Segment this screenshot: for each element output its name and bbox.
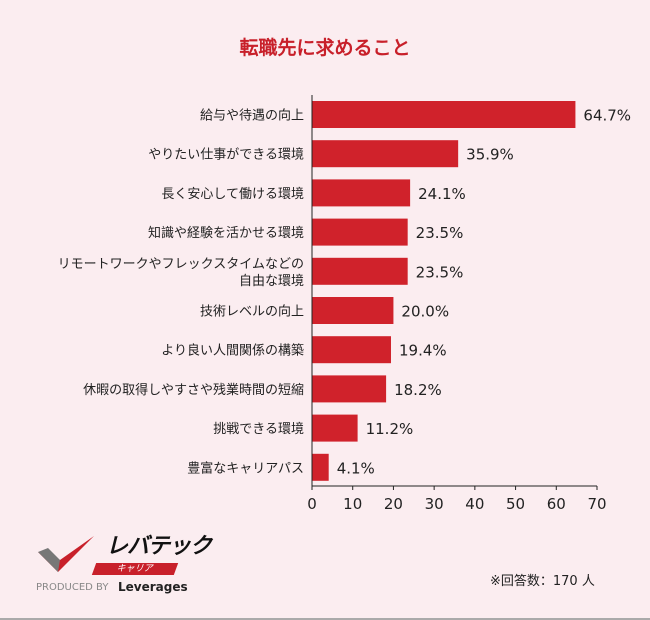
x-tick-label: 50 bbox=[506, 495, 525, 513]
category-label: 給与や待遇の向上 bbox=[200, 108, 304, 124]
category-label: やりたい仕事ができる環境 bbox=[148, 148, 304, 163]
data-label: 11.2% bbox=[366, 420, 414, 438]
data-label: 23.5% bbox=[416, 263, 464, 281]
category-label: 自由な環境 bbox=[239, 274, 304, 289]
brand-text: Leverages bbox=[118, 580, 188, 594]
x-tick-label: 20 bbox=[384, 495, 403, 513]
data-label: 4.1% bbox=[337, 459, 375, 477]
bar bbox=[312, 140, 459, 168]
bar bbox=[312, 101, 576, 128]
logo-sub: キャリア bbox=[91, 563, 179, 575]
bar bbox=[312, 179, 411, 207]
bar-chart: 64.7% 給与や待遇の向上 35.9% やりたい仕事ができる環境 24.1% 長く安心し… bbox=[58, 95, 631, 513]
x-tick-label: 60 bbox=[547, 495, 566, 513]
chart-title: 転職先に求めること bbox=[239, 37, 411, 59]
bar bbox=[312, 375, 387, 403]
levtech-career-logo: レバテック キャリア PRODUCED BY Leverages bbox=[36, 534, 212, 600]
data-label: 64.7% bbox=[583, 107, 631, 125]
x-tick-label: 40 bbox=[465, 495, 484, 513]
logo-check-icon bbox=[38, 536, 94, 572]
respondent-count-note: ※回答数：170 人 bbox=[490, 574, 595, 589]
data-label: 19.4% bbox=[399, 342, 447, 360]
bar bbox=[312, 414, 358, 442]
x-tick-label: 30 bbox=[425, 495, 444, 513]
bar bbox=[312, 453, 329, 481]
category-label: 長く安心して働ける環境 bbox=[161, 187, 304, 202]
bar bbox=[312, 218, 408, 246]
data-label: 23.5% bbox=[416, 224, 464, 242]
category-label: 挑戦できる環境 bbox=[213, 422, 304, 437]
data-label: 24.1% bbox=[418, 185, 466, 203]
data-label: 18.2% bbox=[394, 381, 442, 399]
bar bbox=[312, 336, 391, 364]
category-label: リモートワークやフレックスタイムなどの bbox=[58, 257, 304, 272]
x-tick-label: 0 bbox=[307, 495, 317, 513]
produced-by-text: PRODUCED BY bbox=[36, 582, 109, 593]
data-label: 20.0% bbox=[401, 303, 449, 321]
category-label: より良い人間関係の構築 bbox=[161, 343, 304, 359]
category-label: 休暇の取得しやすさや残業時間の短縮 bbox=[83, 382, 304, 398]
x-tick-label: 70 bbox=[587, 495, 606, 513]
category-label: 豊富なキャリアパス bbox=[187, 460, 304, 476]
bar bbox=[312, 257, 408, 285]
category-label: 技術レベルの向上 bbox=[200, 304, 304, 320]
bar bbox=[312, 297, 394, 324]
category-label: 知識や経験を活かせる環境 bbox=[148, 225, 304, 241]
x-tick-label: 10 bbox=[343, 495, 362, 513]
logo-name: レバテック bbox=[106, 534, 212, 559]
data-label: 35.9% bbox=[466, 146, 514, 164]
